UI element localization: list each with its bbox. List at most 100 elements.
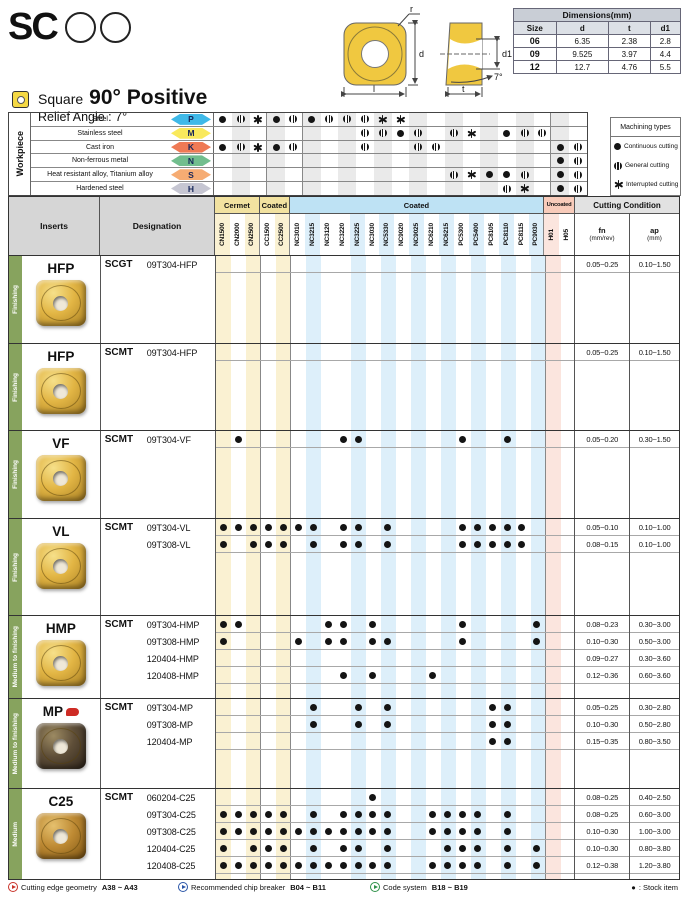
insert-section-vf-2: Finishing VF SCMT 09T304-VF 0.05~0.20 0.30~1.… <box>9 431 680 519</box>
machining-range-bar: Medium to finishing <box>9 616 22 698</box>
stock-cell <box>261 789 276 805</box>
stock-cell <box>276 823 291 839</box>
stock-cell <box>440 789 455 805</box>
stock-dot-row <box>216 616 575 633</box>
workpiece-grade-cell <box>569 127 587 140</box>
designation-cell: SCMT 09T304-VL 09T308-VL <box>101 519 217 615</box>
stock-cell <box>500 256 515 272</box>
workpiece-grade-cell <box>338 182 356 195</box>
stock-cell <box>440 650 455 666</box>
workpiece-grade-cell <box>480 168 498 182</box>
workpiece-code-tag: N <box>171 155 211 167</box>
stock-cell <box>261 431 276 447</box>
stock-cell <box>559 789 574 805</box>
stock-cell <box>515 840 530 856</box>
workpiece-grade-cell <box>551 154 569 168</box>
stock-cell <box>321 519 336 535</box>
stock-cell <box>485 823 500 839</box>
stock-item-dot <box>250 540 258 548</box>
stock-cell <box>440 633 455 649</box>
dimensions-value: 4.4 <box>649 47 682 61</box>
footer-reference-pages: A38 ~ A43 <box>101 882 138 892</box>
stock-cell <box>380 667 395 683</box>
workpiece-material-label: Non-ferrous metal <box>71 157 129 165</box>
grade-column-stripe <box>531 519 547 615</box>
stock-cell <box>529 519 544 535</box>
stock-cell <box>455 667 470 683</box>
stock-cell <box>351 519 366 535</box>
insert-section-hmp-4: Medium to finishing HMP SCMT 09T304-HMP 09T3… <box>9 616 680 699</box>
stock-item-dot <box>279 844 287 852</box>
stock-cell <box>544 823 559 839</box>
stock-item-dot <box>294 523 302 531</box>
stock-item-dot <box>279 827 287 835</box>
insert-type-label: C25 <box>48 794 74 809</box>
grade-column-header: PC5400 <box>469 214 485 255</box>
ap-value: 0.30~3.00 <box>630 616 680 633</box>
stock-cell <box>500 667 515 683</box>
stock-item-dot <box>503 861 511 869</box>
grade-column-stripe <box>411 519 427 615</box>
workpiece-grade-cell <box>463 141 481 154</box>
insert-section-hfp-1: Finishing HFP SCMT 09T304-HFP 0.05~0.25 0.10~… <box>9 344 680 431</box>
machining-range-bar: Medium <box>9 789 22 879</box>
stock-cell <box>216 789 231 805</box>
dimensions-value: 6.35 <box>555 34 610 48</box>
stock-cell <box>470 857 485 873</box>
stock-item-dot <box>235 810 243 818</box>
stock-cell <box>529 633 544 649</box>
stock-cell <box>410 857 425 873</box>
continuous-cutting-symbol <box>219 143 227 151</box>
stock-cell <box>291 806 306 822</box>
stock-cell <box>544 789 559 805</box>
designation-prefix: SCGT <box>104 259 133 270</box>
stock-item-dot <box>443 844 451 852</box>
workpiece-grade-cell <box>515 168 534 182</box>
workpiece-grade-cell <box>498 182 516 195</box>
stock-cell <box>306 650 321 666</box>
stock-cell <box>470 806 485 822</box>
stock-item-dot <box>458 620 466 628</box>
designation-code: 120408-HMP <box>146 670 199 681</box>
machining-range-bar: Finishing <box>9 344 22 430</box>
stock-cell <box>544 806 559 822</box>
dimensions-title: Dimensions(mm) <box>513 8 681 22</box>
stock-cell <box>321 699 336 715</box>
stock-cell <box>559 519 574 535</box>
stock-item-dot <box>458 827 466 835</box>
stock-cell <box>231 806 246 822</box>
stock-item-dot <box>533 861 541 869</box>
grade-name: NC3215 <box>308 223 316 246</box>
stock-cell <box>515 789 530 805</box>
stock-item-dot <box>429 671 437 679</box>
stock-dot-row <box>216 716 575 733</box>
stock-cell <box>395 616 410 632</box>
stock-cell <box>485 633 500 649</box>
stock-dot-row <box>216 823 575 840</box>
workpiece-grade-cell <box>409 168 427 182</box>
stock-cell <box>425 431 440 447</box>
workpiece-grade-cell <box>444 154 463 168</box>
workpiece-grade-cell <box>356 154 374 167</box>
stock-cell <box>365 806 380 822</box>
workpiece-material-label: Cast iron <box>85 143 114 151</box>
mp-new-badge <box>65 707 79 716</box>
workpiece-material-label: Heat resistant alloy, Titanium alloy <box>47 171 153 179</box>
machining-range-label: Medium to finishing <box>11 712 19 775</box>
stock-cell <box>276 699 291 715</box>
general-cutting-symbol <box>573 156 582 165</box>
fn-column: 0.05~0.25 <box>575 256 631 343</box>
grade-column-stripe <box>471 616 487 698</box>
stock-cell <box>231 536 246 552</box>
grade-column-stripe <box>501 256 517 343</box>
stock-cell <box>455 733 470 749</box>
stock-cell <box>515 806 530 822</box>
workpiece-grade-cell <box>267 154 285 168</box>
stock-cell <box>440 733 455 749</box>
stock-cell <box>336 650 351 666</box>
stock-cell <box>246 806 261 822</box>
dimensions-value: 3.97 <box>608 47 651 61</box>
stock-item-dot <box>250 844 258 852</box>
stock-cell <box>351 733 366 749</box>
stock-item-dot <box>429 810 437 818</box>
